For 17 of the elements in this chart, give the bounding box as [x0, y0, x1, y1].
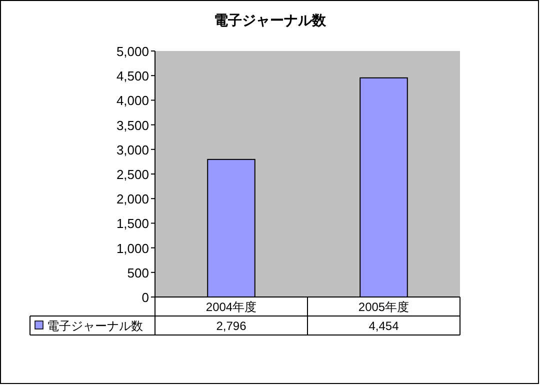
- y-tick-label: 1,500: [116, 216, 149, 232]
- legend-label: 電子ジャーナル数: [47, 319, 143, 333]
- data-label: 4,454: [368, 319, 400, 333]
- x-tick-label: 2004年度: [206, 300, 257, 314]
- x-tick-label: 2005年度: [358, 300, 410, 314]
- y-tick-label: 1,000: [116, 240, 149, 256]
- y-tick-label: 3,500: [116, 118, 149, 133]
- chart-title: 電子ジャーナル数: [214, 12, 327, 28]
- y-tick-label: 2,000: [116, 192, 149, 207]
- y-tick-label: 4,500: [116, 68, 149, 84]
- y-tick-label: 0: [142, 290, 149, 305]
- data-label: 2,796: [216, 319, 247, 333]
- y-tick-label: 5,000: [116, 44, 149, 59]
- y-tick-label: 500: [127, 265, 149, 280]
- y-tick-label: 3,000: [116, 142, 149, 158]
- y-tick-label: 4,000: [116, 93, 149, 108]
- y-tick-label: 2,500: [116, 167, 149, 182]
